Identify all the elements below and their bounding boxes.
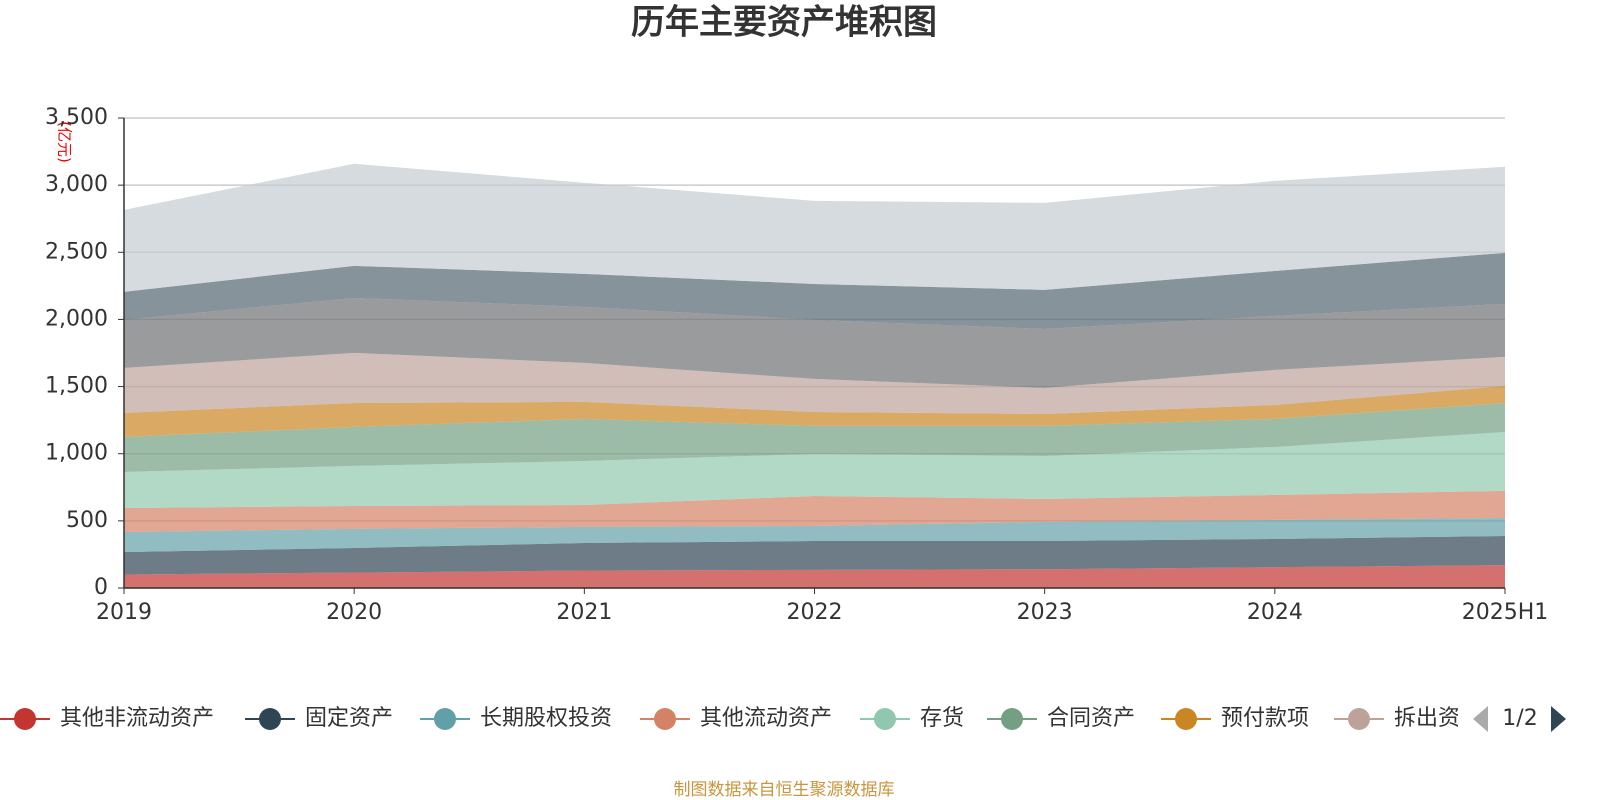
- area: [124, 352, 1505, 414]
- x-tick-label: 2025H1: [1462, 600, 1549, 625]
- x-tick-label: 2022: [787, 600, 843, 625]
- area: [124, 252, 1505, 329]
- legend-marker: [874, 708, 896, 730]
- area: [124, 565, 1505, 588]
- x-tick-label: 2023: [1017, 600, 1073, 625]
- y-tick-label: 0: [94, 575, 108, 600]
- y-tick-label: 2,500: [45, 239, 108, 264]
- legend-marker: [1175, 708, 1197, 730]
- x-tick-label: 2020: [326, 600, 382, 625]
- area: [124, 490, 1505, 533]
- legend-marker: [1348, 708, 1370, 730]
- legend-marker: [259, 708, 281, 730]
- x-tick-label: 2024: [1247, 600, 1303, 625]
- source-note: 制图数据来自恒生聚源数据库: [674, 780, 895, 800]
- legend-marker: [14, 708, 36, 730]
- area: [124, 402, 1505, 472]
- chart-title: 历年主要资产堆积图: [631, 3, 937, 43]
- y-tick-label: 1,500: [45, 374, 108, 399]
- area: [124, 297, 1505, 388]
- area: [124, 536, 1505, 575]
- legend-next[interactable]: [1551, 706, 1566, 732]
- x-tick-label: 2021: [556, 600, 612, 625]
- y-axis-label: (亿元): [56, 121, 74, 163]
- y-tick-label: 3,000: [45, 172, 108, 197]
- legend-prev[interactable]: [1473, 706, 1488, 732]
- legend-label: 其他流动资产: [700, 706, 832, 731]
- legend-label: 长期股权投资: [480, 706, 612, 731]
- y-tick-label: 1,000: [45, 441, 108, 466]
- areas: [124, 163, 1505, 588]
- legend-label: 存货: [920, 706, 964, 731]
- legend-label: 合同资产: [1047, 706, 1135, 731]
- legend: 其他非流动资产 固定资产 长期股权投资 其他流动资产 存货 合同资产 预付款项 拆出资金: [0, 706, 1482, 731]
- y-tick-label: 500: [66, 508, 108, 533]
- legend-label: 其他非流动资产: [60, 706, 214, 731]
- legend-label: 固定资产: [305, 706, 393, 731]
- area: [124, 518, 1505, 553]
- area: [124, 163, 1505, 292]
- x-tick-label: 2019: [96, 600, 152, 625]
- area: [124, 385, 1505, 437]
- legend-marker: [654, 708, 676, 730]
- legend-label: 预付款项: [1221, 706, 1309, 731]
- y-tick-label: 2,000: [45, 306, 108, 331]
- legend-label: 拆出资金: [1394, 706, 1482, 731]
- legend-page: 1/2: [1502, 706, 1537, 731]
- legend-marker: [1001, 708, 1023, 730]
- legend-marker: [434, 708, 456, 730]
- y-tick-label: 3,500: [45, 105, 108, 130]
- area: [124, 431, 1505, 508]
